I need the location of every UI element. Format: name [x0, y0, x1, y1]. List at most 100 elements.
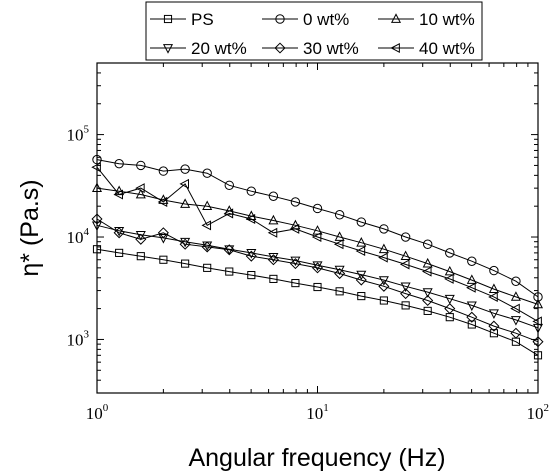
data-point [289, 223, 300, 234]
data-point [246, 186, 257, 196]
data-point [489, 265, 499, 276]
data-point [181, 259, 190, 268]
data-point [378, 252, 388, 263]
legend-entry: 10 wt% [378, 10, 475, 29]
data-point [291, 279, 300, 288]
legend-label: PS [191, 10, 214, 29]
data-point [91, 162, 101, 173]
data-point [466, 301, 477, 312]
legend-entry: 30 wt% [262, 39, 359, 58]
data-point [312, 261, 323, 271]
data-point [378, 243, 389, 254]
legend-marker [163, 14, 173, 24]
data-point [510, 316, 521, 326]
data-point [247, 271, 256, 280]
y-tick-label: 105 [67, 124, 90, 145]
data-point [136, 252, 145, 261]
data-point [445, 248, 455, 258]
data-point [180, 237, 191, 248]
data-point [334, 231, 345, 241]
data-point [91, 182, 103, 193]
data-point [421, 266, 432, 277]
data-point [466, 311, 478, 323]
legend-label: 20 wt% [191, 39, 247, 58]
legend-entry: PS [150, 10, 214, 29]
data-point [313, 282, 322, 292]
data-point [467, 256, 477, 266]
data-point [378, 280, 390, 292]
data-point [422, 239, 433, 249]
x-tick-label: 102 [527, 402, 549, 423]
legend-marker [274, 42, 286, 54]
data-point [335, 287, 344, 296]
data-point [489, 329, 498, 338]
data-point [423, 306, 432, 315]
legend-entry: 20 wt% [150, 39, 247, 58]
data-point [401, 301, 410, 310]
data-point [532, 298, 544, 309]
data-point [223, 244, 235, 256]
data-point [400, 282, 411, 293]
series-5 [91, 213, 544, 348]
series-line [96, 166, 539, 322]
legend: PS 0 wt% 10 wt% 20 wt% 30 wt% 40 wt% [145, 1, 483, 61]
data-point [201, 220, 212, 231]
series-line [96, 248, 539, 356]
data-point [179, 178, 189, 189]
data-point [510, 291, 521, 301]
data-point [269, 274, 278, 283]
series-line [96, 218, 539, 343]
data-point [115, 248, 124, 257]
data-point [268, 191, 279, 201]
data-point [267, 227, 278, 238]
legend-label: 0 wt% [303, 10, 349, 29]
data-point [379, 224, 389, 234]
data-point [533, 351, 543, 360]
data-point [92, 245, 102, 254]
data-point [312, 203, 323, 214]
data-point [334, 268, 346, 280]
series-layer [91, 154, 544, 360]
data-point [356, 237, 367, 247]
data-point [444, 294, 455, 305]
data-point [399, 259, 410, 270]
data-point [135, 230, 146, 241]
data-point [245, 213, 256, 225]
data-point [378, 276, 389, 286]
data-point [92, 154, 102, 165]
legend-marker [275, 14, 285, 24]
data-point [356, 270, 367, 281]
data-point [157, 196, 168, 207]
data-point [400, 232, 411, 242]
data-point [158, 194, 169, 204]
data-point [157, 227, 169, 239]
data-point [180, 164, 190, 174]
series-line [96, 159, 539, 298]
data-point [334, 210, 345, 220]
data-point [289, 258, 301, 270]
data-point [159, 255, 168, 264]
data-point [444, 303, 456, 315]
legend-marker [390, 13, 402, 23]
data-point [532, 336, 544, 348]
data-point [268, 214, 279, 225]
legend-marker [390, 42, 400, 54]
data-point [225, 267, 234, 276]
data-point [135, 188, 146, 199]
data-point [444, 273, 454, 284]
data-point [510, 327, 522, 339]
data-point [400, 288, 412, 300]
data-point [355, 245, 366, 257]
data-point [357, 292, 366, 301]
data-point [267, 254, 279, 266]
data-point [488, 320, 500, 332]
data-point [114, 158, 124, 169]
data-point [488, 309, 499, 319]
series-line [96, 224, 539, 329]
legend-frame [145, 1, 483, 61]
legend-label: 30 wt% [303, 39, 359, 58]
data-point [532, 316, 542, 327]
data-point [379, 296, 388, 305]
data-point [466, 274, 477, 284]
